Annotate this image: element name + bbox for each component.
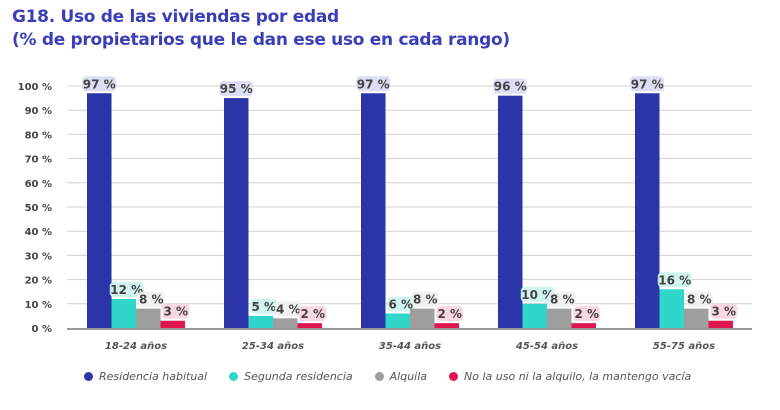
title-line-2: (% de propietarios que le dan ese uso en… bbox=[12, 30, 510, 50]
data-label-bg bbox=[657, 272, 692, 288]
x-tick-label: 35-44 años bbox=[379, 341, 441, 352]
bar-1 bbox=[248, 315, 273, 328]
legend-label: Residencia habitual bbox=[99, 370, 208, 383]
data-label: 8 % bbox=[139, 293, 164, 307]
legend-item: Alquila bbox=[374, 370, 428, 383]
data-label-bg bbox=[548, 291, 576, 307]
data-label: 8 % bbox=[550, 293, 575, 307]
data-label: 2 % bbox=[437, 307, 462, 321]
legend-dot-icon bbox=[449, 372, 459, 381]
data-label-bg bbox=[82, 76, 117, 92]
y-tick-label: 40 % bbox=[25, 227, 52, 238]
y-tick-label: 10 % bbox=[25, 300, 52, 311]
data-label-bg bbox=[356, 76, 391, 92]
data-label-bg bbox=[436, 306, 464, 322]
x-tick-label: 18-24 años bbox=[105, 341, 167, 352]
y-tick-label: 30 % bbox=[25, 251, 52, 262]
data-label: 2 % bbox=[574, 307, 599, 321]
data-label-bg bbox=[109, 281, 144, 297]
data-label-bg bbox=[299, 306, 327, 322]
bar-2 bbox=[684, 308, 709, 328]
bar-1 bbox=[111, 298, 136, 328]
legend-item: Residencia habitual bbox=[84, 370, 207, 383]
title-line-1: G18. Uso de las viviendas por edad bbox=[12, 7, 339, 27]
data-label: 5 % bbox=[251, 300, 276, 314]
bar-3 bbox=[708, 320, 733, 328]
legend-item: No la uso ni la alquilo, la mantengo vac… bbox=[449, 370, 691, 383]
x-tick-label: 45-54 años bbox=[515, 341, 578, 352]
data-label: 96 % bbox=[494, 80, 527, 94]
data-label-bg bbox=[710, 303, 738, 319]
bar-0 bbox=[361, 93, 386, 328]
bar-3 bbox=[571, 323, 596, 328]
y-tick-label: 100 % bbox=[18, 82, 52, 93]
data-label-bg bbox=[685, 291, 713, 307]
y-tick-label: 80 % bbox=[25, 130, 52, 141]
data-label-bg bbox=[137, 291, 165, 307]
chart-title: G18. Uso de las viviendas por edad (% de… bbox=[12, 6, 510, 52]
bar-2 bbox=[547, 308, 572, 328]
data-label: 8 % bbox=[413, 293, 438, 307]
data-label: 16 % bbox=[658, 273, 691, 287]
legend-label: Segunda residencia bbox=[244, 370, 353, 383]
bar-3 bbox=[160, 320, 185, 328]
legend-label: No la uso ni la alquilo, la mantengo vac… bbox=[464, 370, 692, 383]
data-label: 2 % bbox=[300, 307, 325, 321]
data-label: 4 % bbox=[276, 302, 301, 316]
data-label: 97 % bbox=[631, 77, 664, 91]
y-tick-label: 90 % bbox=[25, 106, 52, 117]
bar-2 bbox=[410, 308, 435, 328]
data-label: 97 % bbox=[357, 77, 390, 91]
x-tick-label: 55-75 años bbox=[653, 341, 715, 352]
bar-1 bbox=[385, 313, 410, 328]
data-label-bg bbox=[411, 291, 439, 307]
y-tick-label: 0 % bbox=[32, 324, 52, 335]
data-label-bg bbox=[387, 296, 415, 312]
data-label: 3 % bbox=[711, 305, 736, 319]
bar-3 bbox=[434, 323, 459, 328]
data-label: 8 % bbox=[687, 293, 712, 307]
data-label: 10 % bbox=[521, 288, 554, 302]
legend-label: Alquila bbox=[389, 370, 428, 383]
data-label-bg bbox=[250, 298, 278, 314]
bar-0 bbox=[87, 93, 112, 328]
legend-item: Segunda residencia bbox=[229, 370, 353, 383]
data-label-bg bbox=[493, 78, 528, 94]
data-label-bg bbox=[573, 306, 601, 322]
data-label: 3 % bbox=[163, 305, 188, 319]
bar-2 bbox=[273, 318, 298, 328]
data-label-bg bbox=[162, 303, 190, 319]
bar-0 bbox=[224, 98, 249, 328]
y-tick-label: 70 % bbox=[25, 155, 52, 166]
y-tick-label: 60 % bbox=[25, 179, 52, 190]
data-label-bg bbox=[219, 81, 254, 97]
data-label-bg bbox=[520, 286, 555, 302]
data-label-bg bbox=[630, 76, 665, 92]
legend-dot-icon bbox=[229, 372, 239, 381]
x-tick-label: 25-34 años bbox=[242, 341, 304, 352]
data-label: 6 % bbox=[388, 297, 413, 311]
data-label: 95 % bbox=[220, 82, 253, 96]
bar-1 bbox=[522, 303, 547, 328]
y-tick-label: 50 % bbox=[25, 203, 52, 214]
data-label: 12 % bbox=[110, 283, 143, 297]
bar-3 bbox=[297, 323, 322, 328]
legend-dot-icon bbox=[374, 372, 384, 381]
bar-0 bbox=[498, 95, 523, 329]
legend: Residencia habitual Segunda residencia Alq… bbox=[84, 370, 691, 383]
bar-0 bbox=[635, 93, 660, 328]
data-label-bg bbox=[274, 301, 302, 317]
bar-2 bbox=[136, 308, 161, 328]
y-tick-label: 20 % bbox=[25, 276, 52, 287]
bar-1 bbox=[659, 289, 684, 328]
legend-dot-icon bbox=[84, 372, 93, 381]
data-label: 97 % bbox=[83, 77, 116, 91]
